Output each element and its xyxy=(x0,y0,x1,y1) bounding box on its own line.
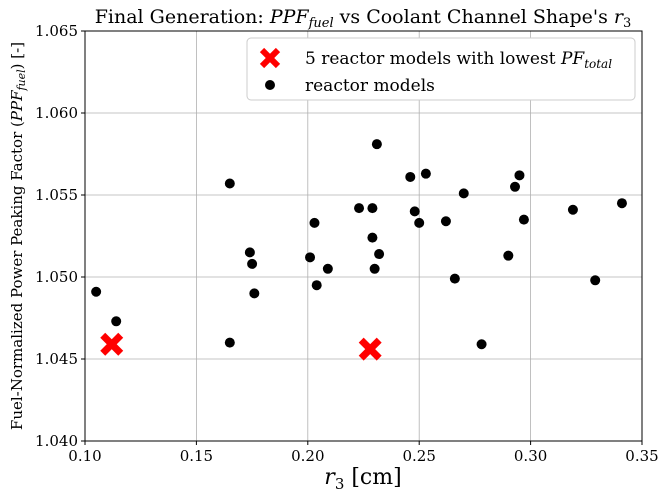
legend-label-lowest: 5 reactor models with lowest PFtotal xyxy=(305,49,612,71)
model-point xyxy=(409,206,420,217)
model-point xyxy=(374,249,385,260)
model-point xyxy=(369,263,380,274)
y-axis-label: Fuel-Normalized Power Peaking Factor (PP… xyxy=(8,42,28,430)
x-tick-label: 0.30 xyxy=(514,447,547,465)
model-point xyxy=(224,178,235,189)
data-points xyxy=(91,139,627,361)
model-point xyxy=(367,203,378,214)
model-point xyxy=(414,217,425,228)
legend: 5 reactor models with lowest PFtotal rea… xyxy=(246,37,636,101)
y-tick-label: 1.055 xyxy=(35,186,78,204)
legend-dot-marker xyxy=(265,80,275,90)
model-point xyxy=(322,263,333,274)
model-point xyxy=(503,250,514,261)
model-point xyxy=(616,198,627,209)
lowest-pf-point xyxy=(358,337,382,361)
model-point xyxy=(371,139,382,150)
x-tick-label: 0.20 xyxy=(291,447,324,465)
model-point xyxy=(309,217,320,228)
y-tick-label: 1.065 xyxy=(35,22,78,40)
model-point xyxy=(476,339,487,350)
model-point xyxy=(354,203,365,214)
model-point xyxy=(510,181,521,192)
model-point xyxy=(405,171,416,182)
x-tick-label: 0.35 xyxy=(625,447,658,465)
model-point xyxy=(449,273,460,284)
lowest-pf-point xyxy=(100,332,124,356)
model-point xyxy=(590,275,601,286)
ticks: 0.10 0.15 0.20 0.25 0.30 0.35 1.040 1.045 1.050 1… xyxy=(35,22,659,465)
y-tick-label: 1.045 xyxy=(35,350,78,368)
model-point xyxy=(247,258,258,269)
model-point xyxy=(440,216,451,227)
legend-x-marker xyxy=(259,47,281,69)
y-tick-label: 1.060 xyxy=(35,104,78,122)
chart-title: Final Generation: PPFfuel vs Coolant Cha… xyxy=(95,6,632,31)
legend-label-models: reactor models xyxy=(305,76,435,96)
legend-box xyxy=(246,37,636,101)
plot-frame xyxy=(84,30,643,442)
x-tick-label: 0.15 xyxy=(180,447,213,465)
model-point xyxy=(244,247,255,258)
model-point xyxy=(305,252,316,263)
model-point xyxy=(367,232,378,243)
model-point xyxy=(420,168,431,179)
y-tick-label: 1.050 xyxy=(35,268,78,286)
y-tick-label: 1.040 xyxy=(35,432,78,450)
x-tick-label: 0.25 xyxy=(402,447,435,465)
model-point xyxy=(91,286,102,297)
model-point xyxy=(311,280,322,291)
model-point xyxy=(567,204,578,215)
x-tick-label: 0.10 xyxy=(68,447,101,465)
x-axis-label: r3 [cm] xyxy=(324,465,401,493)
model-point xyxy=(249,288,260,299)
model-point xyxy=(458,188,469,199)
model-point xyxy=(224,337,235,348)
model-point xyxy=(514,170,525,181)
model-point xyxy=(111,316,122,327)
model-point xyxy=(518,214,529,225)
